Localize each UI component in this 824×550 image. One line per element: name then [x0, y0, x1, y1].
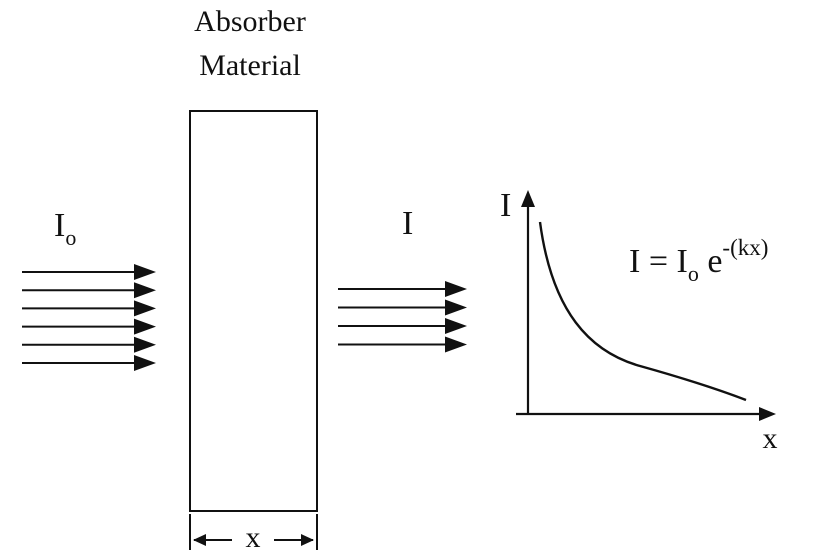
thickness-label: x: [246, 521, 261, 550]
incident-ray-arrowhead: [134, 282, 156, 299]
incident-ray-arrowhead: [134, 300, 156, 317]
incident-intensity-subscript: o: [65, 225, 76, 250]
incident-ray-arrowhead: [134, 355, 156, 371]
transmitted-ray-arrowhead: [445, 299, 467, 316]
equation-subscript: o: [688, 261, 699, 286]
absorber-slab: [189, 110, 318, 512]
graph-y-axis-arrowhead: [521, 190, 535, 207]
transmitted-intensity-label: I: [402, 205, 413, 242]
incident-intensity-label: Io: [54, 207, 76, 250]
decay-graph: I x: [500, 187, 778, 455]
equation-base: e: [699, 243, 723, 280]
thickness-dimension: x: [189, 514, 318, 550]
thickness-arrowhead-right: [301, 534, 314, 546]
transmitted-beam: [338, 281, 467, 353]
graph-x-axis-arrowhead: [759, 407, 776, 421]
graph-y-axis-label: I: [500, 187, 511, 224]
equation-exponent: -(kx): [722, 235, 768, 260]
decay-curve: [538, 221, 747, 402]
transmitted-ray-arrowhead: [445, 281, 467, 297]
incident-ray-arrowhead: [134, 318, 156, 335]
transmitted-ray-arrowhead: [445, 336, 467, 353]
equation-lhs: I = I: [629, 243, 688, 280]
incident-ray-arrowhead: [134, 264, 156, 280]
transmitted-ray-arrowhead: [445, 318, 467, 334]
incident-ray-arrowhead: [134, 336, 156, 353]
thickness-arrowhead-left: [193, 534, 206, 546]
graph-x-axis-label: x: [763, 422, 778, 455]
incident-intensity-symbol: I: [54, 207, 65, 244]
absorber-title-line2: Material: [199, 49, 301, 82]
attenuation-equation: I = Io e-(kx): [629, 235, 768, 286]
incident-beam: [22, 264, 156, 371]
absorber-title-line1: Absorber: [194, 5, 306, 38]
